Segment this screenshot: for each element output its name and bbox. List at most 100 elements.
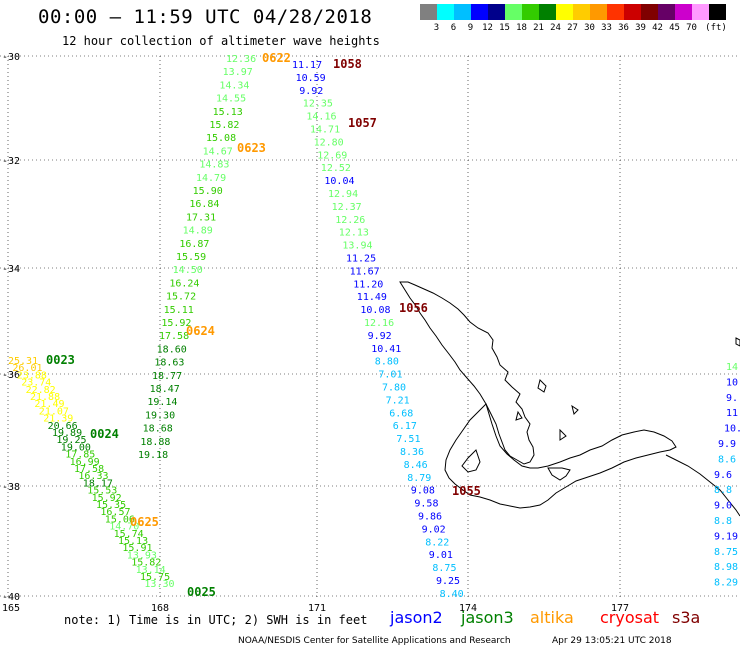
legend-swatch — [437, 4, 454, 20]
wave-height-label: 10.04 — [324, 176, 354, 187]
legend-label: 6 — [450, 23, 457, 33]
legend-label: 39 — [635, 23, 646, 33]
legend-swatch — [573, 4, 590, 20]
wave-height-label: 10. — [724, 424, 740, 435]
wave-height-label: 9.86 — [418, 512, 442, 523]
wave-height-label: 9.08 — [411, 486, 435, 497]
wave-height-label: 23.74 — [21, 378, 51, 389]
wave-height-label: 15.72 — [166, 292, 196, 303]
latitude-label: -30 — [2, 52, 20, 63]
wave-height-label: 15.82 — [131, 558, 161, 569]
footer-timestamp: Apr 29 13:05:21 UTC 2018 — [552, 636, 672, 646]
wave-height-label: 14.89 — [183, 226, 213, 237]
wave-height-label: 14.70 — [109, 522, 139, 533]
wave-height-label: 8.22 — [425, 537, 449, 548]
legend-swatch — [607, 4, 624, 20]
legend-swatch — [658, 4, 675, 20]
pass-label-1057: 1057 — [348, 116, 377, 130]
wave-height-label: 9.58 — [414, 499, 438, 510]
pass-label-0025: 0025 — [187, 585, 216, 599]
legend-jason2: jason2 — [390, 608, 443, 627]
latitude-labels: -30 -32 -34 -36 -38 -40 — [2, 52, 20, 603]
legend-swatch — [539, 4, 556, 20]
wave-height-label: 18.17 — [83, 478, 113, 489]
longitude-label: 177 — [611, 603, 629, 614]
wave-height-label: 9.6 — [714, 470, 732, 481]
legend-label: 21 — [533, 23, 544, 33]
wave-height-label: 16.33 — [78, 471, 108, 482]
legend-swatch — [420, 4, 437, 20]
wave-height-label: 23.88 — [17, 370, 47, 381]
wave-height-label: 9.25 — [436, 576, 460, 587]
wave-height-label: 15.91 — [122, 543, 152, 554]
wave-height-label: 12.13 — [339, 228, 369, 239]
wave-height-label: 11.20 — [353, 279, 383, 290]
map-subtitle: 12 hour collection of altimeter wave hei… — [62, 34, 380, 48]
wave-height-label: 12.37 — [332, 202, 362, 213]
footer-credit: NOAA/NESDIS Center for Satellite Applica… — [238, 636, 511, 646]
wave-height-label: 8.6 — [718, 454, 736, 465]
legend-label: 15 — [499, 23, 510, 33]
legend-swatch — [675, 4, 692, 20]
wave-height-label: 8.75 — [714, 547, 738, 558]
longitude-label: 168 — [151, 603, 169, 614]
legend-label: 24 — [550, 23, 561, 33]
legend-swatch — [590, 4, 607, 20]
wave-height-label: 6.17 — [393, 421, 417, 432]
wave-height-label: 9.02 — [422, 524, 446, 535]
legend-cryosat: cryosat — [600, 608, 660, 627]
legend-swatch — [641, 4, 658, 20]
wave-height-label: 7.01 — [378, 370, 402, 381]
pass-label-1055: 1055 — [452, 484, 481, 498]
legend-label: 33 — [601, 23, 612, 33]
latitude-label: -34 — [2, 264, 20, 275]
pass-label-0625: 0625 — [130, 515, 159, 529]
legend-swatch — [692, 4, 709, 20]
wave-height-label: 10.08 — [360, 305, 390, 316]
wave-height-label: 9.0 — [714, 501, 732, 512]
wave-height-label: 10 — [726, 377, 738, 388]
wave-height-label: 9.92 — [299, 86, 323, 97]
wave-height-label: 15.74 — [114, 529, 144, 540]
wave-height-label: 15.06 — [105, 514, 135, 525]
wave-height-label: 14.16 — [306, 112, 336, 123]
legend-unit: (ft) — [705, 23, 727, 33]
legend-label: 12 — [482, 23, 493, 33]
wave-height-label: 14.83 — [199, 160, 229, 171]
legend-swatch — [522, 4, 539, 20]
wave-height-label: 8.75 — [432, 563, 456, 574]
wave-height-label: 8.80 — [375, 357, 399, 368]
legend-swatch — [709, 4, 726, 20]
wave-height-label: 11.17 — [292, 60, 322, 71]
wave-height-label: 8.79 — [407, 473, 431, 484]
wave-height-label: 8.36 — [400, 447, 424, 458]
wave-height-label: 13.30 — [144, 579, 174, 590]
legend-label: 42 — [652, 23, 663, 33]
legend-s3a: s3a — [672, 608, 701, 627]
wave-height-label: 22.82 — [26, 385, 56, 396]
map-title: 00:00 — 11:59 UTC 04/28/2018 — [38, 6, 373, 28]
wave-height-label: 19.14 — [147, 397, 177, 408]
grid-lines — [0, 55, 740, 598]
pass-label-1058: 1058 — [333, 57, 362, 71]
wave-height-label: 15.92 — [92, 493, 122, 504]
wave-height-label: 11. — [726, 408, 740, 419]
wave-height-label: 15.59 — [176, 252, 206, 263]
legend-label: 45 — [669, 23, 680, 33]
wave-height-label: 8.29 — [714, 578, 738, 589]
wave-height-label: 9.01 — [429, 550, 453, 561]
legend-swatch — [454, 4, 471, 20]
wave-height-label: 12.52 — [321, 163, 351, 174]
legend-swatch — [471, 4, 488, 20]
legend-label: 36 — [618, 23, 629, 33]
wave-height-label: 19.89 — [52, 428, 82, 439]
wave-height-label: 18.60 — [157, 344, 187, 355]
wave-height-label: 13.14 — [136, 565, 166, 576]
wave-height-label: 15.75 — [140, 572, 170, 583]
longitude-label: 165 — [2, 603, 20, 614]
wave-height-label: 18.63 — [154, 358, 184, 369]
legend-label: 18 — [516, 23, 527, 33]
wave-height-label: 8.46 — [404, 460, 428, 471]
latitude-label: -38 — [2, 482, 20, 493]
wave-height-label: 15.82 — [209, 120, 239, 131]
